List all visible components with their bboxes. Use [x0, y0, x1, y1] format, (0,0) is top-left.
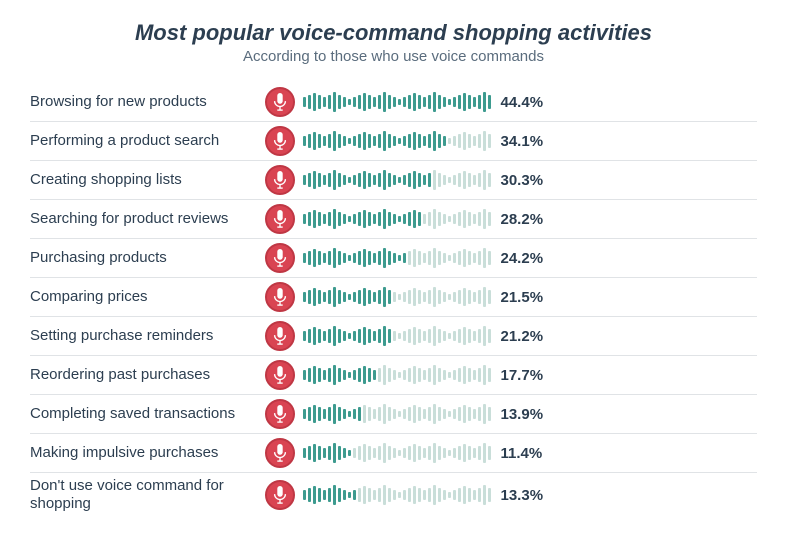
chart-row: Searching for product reviews 28.2%: [30, 200, 757, 239]
chart-row: Don't use voice command for shopping 13.…: [30, 473, 757, 517]
row-label: Performing a product search: [30, 132, 265, 150]
row-percent: 11.4%: [501, 445, 543, 462]
waveform-bar: [303, 170, 491, 190]
waveform-bar: [303, 209, 491, 229]
chart-row: Setting purchase reminders 21.2%: [30, 317, 757, 356]
chart-row: Comparing prices 21.5%: [30, 278, 757, 317]
chart-row: Completing saved transactions 13.9%: [30, 395, 757, 434]
chart-subtitle: According to those who use voice command…: [30, 48, 757, 65]
row-percent: 21.2%: [501, 328, 544, 345]
microphone-icon: [273, 327, 287, 345]
waveform-bar: [303, 92, 491, 112]
row-label: Completing saved transactions: [30, 405, 265, 423]
waveform-bar: [303, 485, 491, 505]
row-label: Setting purchase reminders: [30, 327, 265, 345]
waveform-bar: [303, 326, 491, 346]
waveform-bar: [303, 248, 491, 268]
microphone-badge: [265, 243, 295, 273]
chart-row: Purchasing products 24.2%: [30, 239, 757, 278]
row-label: Searching for product reviews: [30, 210, 265, 228]
microphone-badge: [265, 321, 295, 351]
microphone-badge: [265, 399, 295, 429]
chart-row: Reordering past purchases 17.7%: [30, 356, 757, 395]
row-percent: 28.2%: [501, 211, 544, 228]
chart-row: Creating shopping lists 30.3%: [30, 161, 757, 200]
row-percent: 34.1%: [501, 133, 544, 150]
chart-row: Making impulsive purchases 11.4%: [30, 434, 757, 473]
row-label: Purchasing products: [30, 249, 265, 267]
microphone-icon: [273, 486, 287, 504]
microphone-icon: [273, 210, 287, 228]
microphone-icon: [273, 93, 287, 111]
chart-body: Browsing for new products 44.4%Performin…: [30, 83, 757, 517]
microphone-icon: [273, 132, 287, 150]
microphone-icon: [273, 444, 287, 462]
row-label: Creating shopping lists: [30, 171, 265, 189]
microphone-badge: [265, 126, 295, 156]
row-percent: 17.7%: [501, 367, 544, 384]
microphone-icon: [273, 249, 287, 267]
microphone-badge: [265, 438, 295, 468]
row-percent: 44.4%: [501, 94, 544, 111]
row-label: Browsing for new products: [30, 93, 265, 111]
row-label: Making impulsive purchases: [30, 444, 265, 462]
microphone-badge: [265, 360, 295, 390]
microphone-badge: [265, 87, 295, 117]
row-percent: 30.3%: [501, 172, 544, 189]
row-percent: 24.2%: [501, 250, 544, 267]
microphone-icon: [273, 171, 287, 189]
waveform-bar: [303, 287, 491, 307]
chart-row: Browsing for new products 44.4%: [30, 83, 757, 122]
microphone-icon: [273, 366, 287, 384]
microphone-badge: [265, 480, 295, 510]
microphone-icon: [273, 405, 287, 423]
waveform-bar: [303, 131, 491, 151]
waveform-bar: [303, 443, 491, 463]
chart-title: Most popular voice-command shopping acti…: [30, 20, 757, 46]
row-label: Reordering past purchases: [30, 366, 265, 384]
row-percent: 21.5%: [501, 289, 544, 306]
row-percent: 13.9%: [501, 406, 544, 423]
microphone-icon: [273, 288, 287, 306]
chart-row: Performing a product search 34.1%: [30, 122, 757, 161]
microphone-badge: [265, 204, 295, 234]
waveform-bar: [303, 365, 491, 385]
row-label: Don't use voice command for shopping: [30, 477, 265, 513]
microphone-badge: [265, 165, 295, 195]
row-percent: 13.3%: [501, 487, 544, 504]
waveform-bar: [303, 404, 491, 424]
microphone-badge: [265, 282, 295, 312]
row-label: Comparing prices: [30, 288, 265, 306]
